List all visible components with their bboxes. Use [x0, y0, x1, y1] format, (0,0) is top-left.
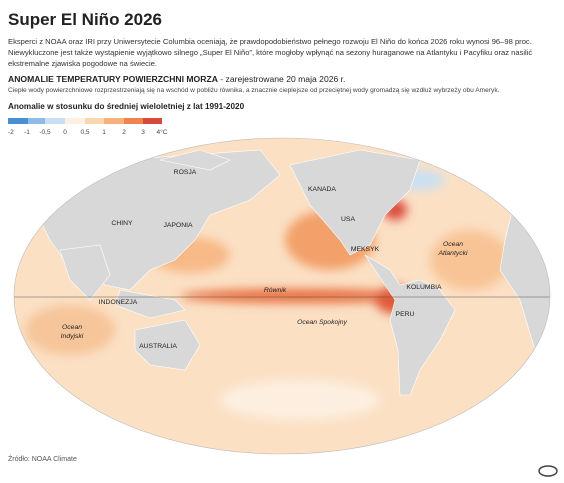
map-label-line: ROSJA — [174, 169, 197, 176]
anomalies — [25, 170, 510, 420]
map-label-line: Atlantycki — [437, 250, 468, 257]
map-label: INDONEZJA — [99, 299, 138, 306]
map-label-line: JAPONIA — [163, 222, 193, 229]
map-label-line: Ocean — [443, 241, 463, 248]
globe-outline — [13, 137, 551, 455]
legend-label: -2 — [8, 129, 14, 136]
map-label-line: USA — [341, 216, 355, 223]
heading: ANOMALIE TEMPERATURY POWIERZCHNI MORZA — [8, 74, 218, 84]
legend-swatch — [45, 118, 65, 124]
map-label: ROSJA — [174, 169, 197, 176]
legend-label: 1 — [102, 129, 106, 136]
legend-title: Anomalie w stosunku do średniej wielolet… — [8, 102, 245, 111]
map-label: PERU — [396, 311, 415, 318]
map-labels: ROSJA CHINY JAPONIA KANADA USA MEKSYK Ocean Atl… — [61, 169, 468, 350]
source: Źródło: NOAA Climate — [8, 456, 77, 463]
intro-line: Eksperci z NOAA oraz IRI przy Uniwersyte… — [8, 37, 532, 46]
map-label-line: INDONEZJA — [99, 299, 138, 306]
legend-label: 0 — [63, 129, 67, 136]
legend-label: 3 — [141, 129, 145, 136]
map-label: Równik — [264, 287, 287, 294]
map-label-line: AUSTRALIA — [139, 343, 177, 350]
legend-swatch — [85, 118, 104, 124]
intro-line: Niewykluczone jest także wystąpienie wyj… — [8, 48, 533, 57]
legend-swatch — [65, 118, 85, 124]
title: Super El Niño 2026 — [8, 10, 162, 29]
map-label: Ocean Indyjski — [61, 324, 84, 340]
logo — [538, 465, 558, 477]
map-label: JAPONIA — [163, 222, 193, 229]
map-label-line: Ocean — [62, 324, 82, 331]
land — [29, 149, 550, 396]
legend-swatch — [104, 118, 124, 124]
map-label: Ocean Atlantycki — [437, 241, 468, 257]
map-label: CHINY — [111, 220, 133, 227]
map-label: USA — [341, 216, 355, 223]
intro: Eksperci z NOAA oraz IRI przy Uniwersyte… — [8, 36, 532, 69]
map-label: KANADA — [308, 186, 336, 193]
legend-label: 2 — [122, 129, 126, 136]
legend-swatch — [28, 118, 45, 124]
map-label: MEKSYK — [351, 246, 380, 253]
globe — [14, 138, 550, 454]
map-label: KOLUMBIA — [406, 284, 442, 291]
legend-swatch — [8, 118, 28, 124]
section-heading: ANOMALIE TEMPERATURY POWIERZCHNI MORZA -… — [8, 74, 345, 84]
legend-swatch — [124, 118, 143, 124]
intro-line: ekstremalne zjawiska pogodowe na świecie… — [8, 59, 157, 68]
legend-label: -1 — [24, 129, 30, 136]
map-label-line: Równik — [264, 287, 287, 294]
map-label-line: KOLUMBIA — [406, 284, 442, 291]
map-label-line: Indyjski — [61, 333, 84, 340]
legend-label: 4°C — [157, 128, 168, 136]
map-label: AUSTRALIA — [139, 343, 177, 350]
map-label: Ocean Spokojny — [297, 319, 347, 326]
map-label-line: CHINY — [111, 220, 133, 227]
legend-swatch — [143, 118, 162, 124]
legend-label: 0,5 — [80, 129, 89, 136]
legend-label: -0,5 — [39, 129, 51, 136]
map-label-line: PERU — [396, 311, 415, 318]
map-label-line: Ocean Spokojny — [297, 319, 347, 326]
map-label-line: KANADA — [308, 186, 336, 193]
subtitle: Ciepłe wody powierzchniowe rozprzestrzen… — [8, 87, 500, 94]
date-note: - zarejestrowane 20 maja 2026 r. — [217, 74, 346, 84]
legend: -2 -1 -0,5 0 0,5 1 2 3 4°C — [8, 118, 168, 136]
map-label-line: MEKSYK — [351, 246, 380, 253]
